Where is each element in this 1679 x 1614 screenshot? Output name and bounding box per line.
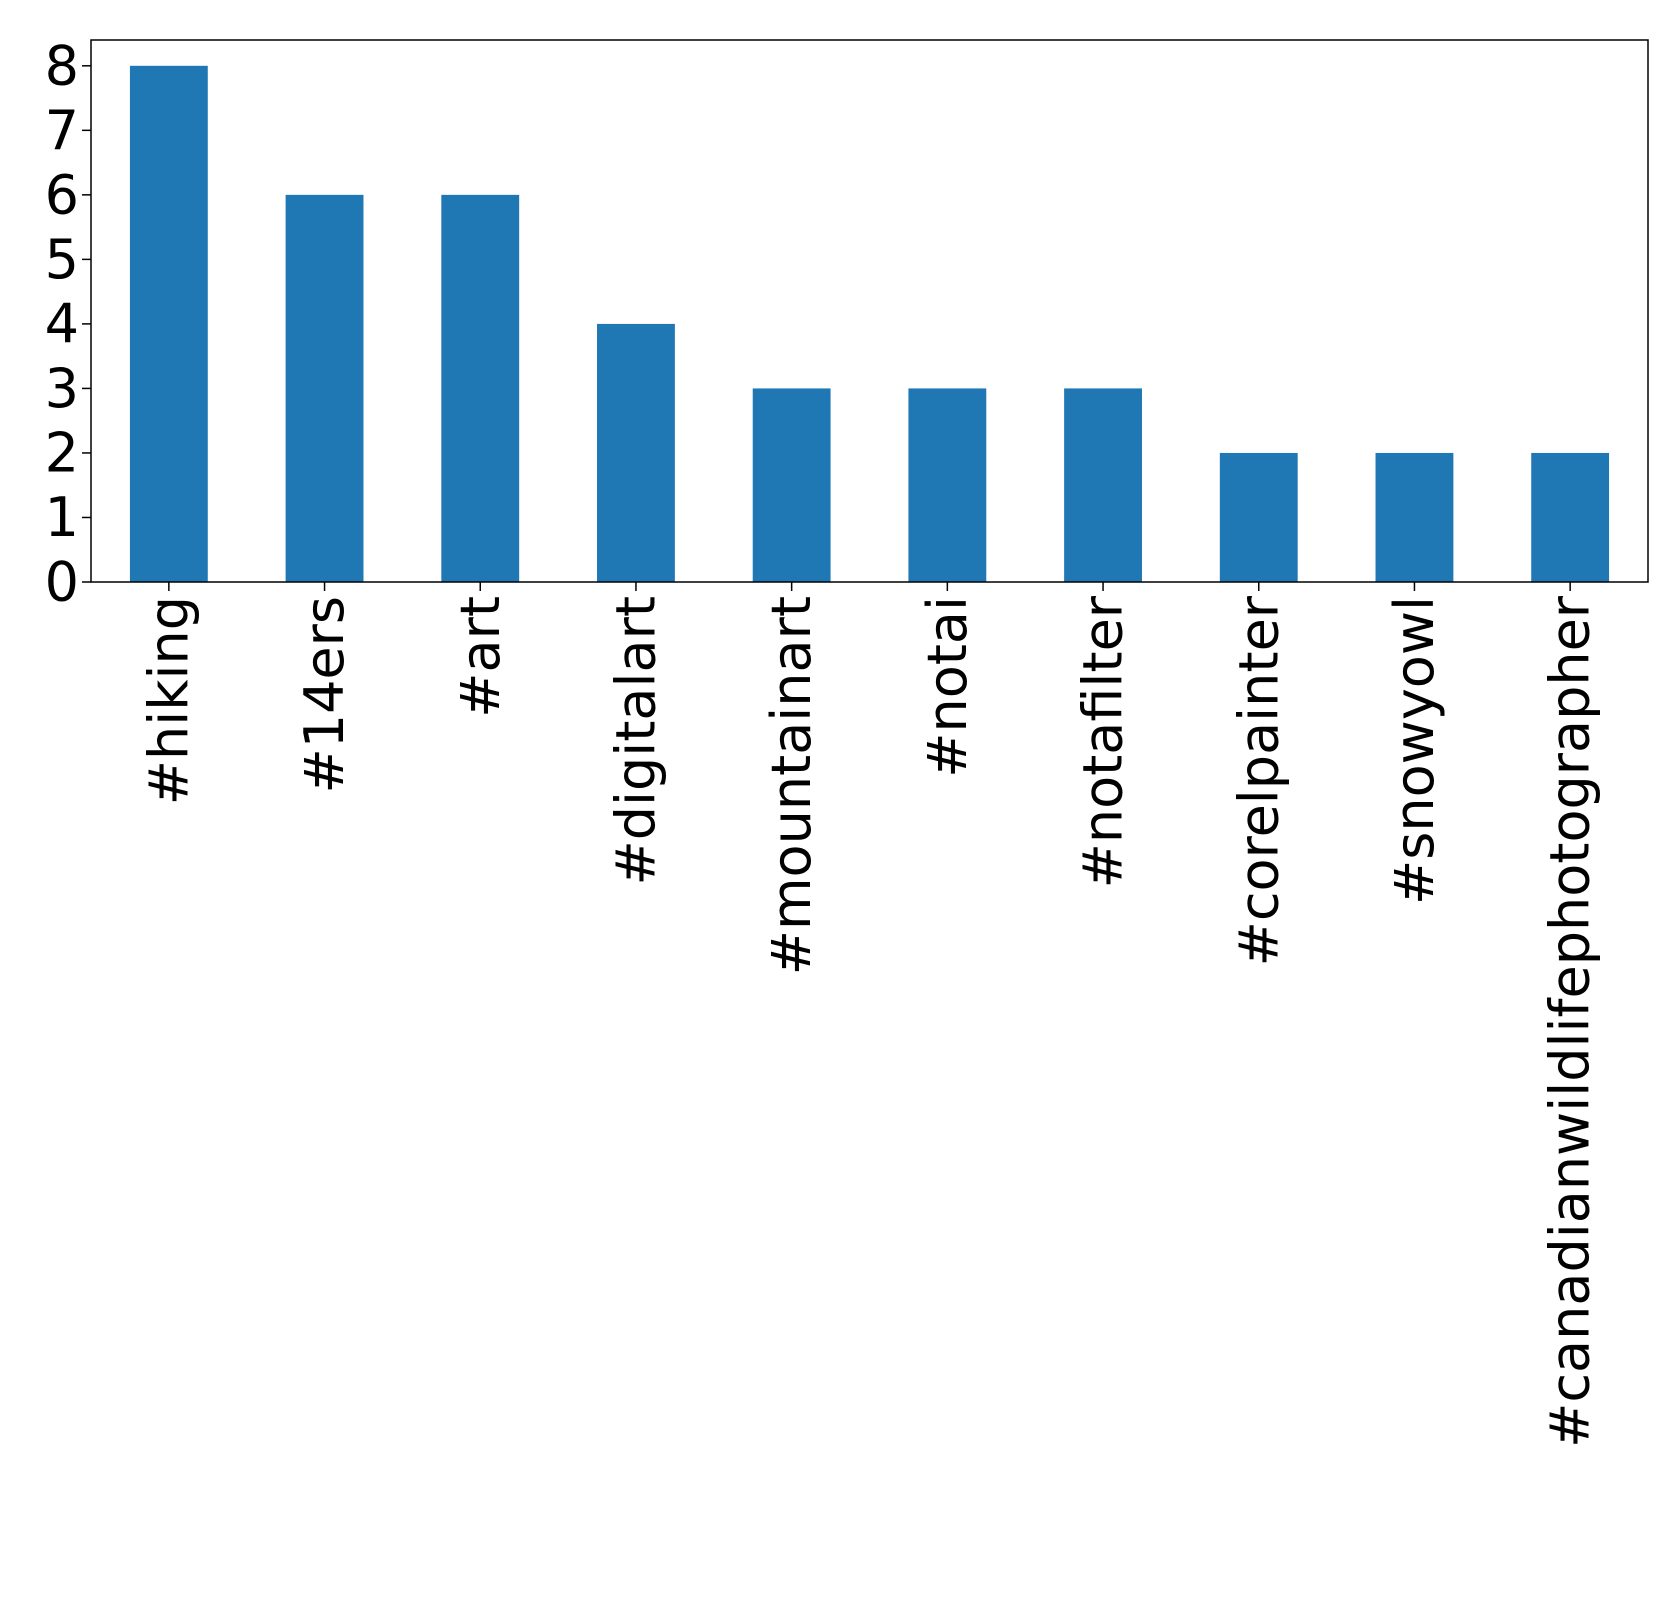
x-tick-label: #art bbox=[449, 596, 512, 718]
bars-group bbox=[129, 65, 1610, 583]
y-tick-label: 3 bbox=[45, 357, 79, 420]
x-tick-label: #mountainart bbox=[760, 596, 823, 975]
y-tick-label: 6 bbox=[45, 163, 79, 226]
y-tick-label: 8 bbox=[45, 34, 79, 97]
y-tick-label: 5 bbox=[45, 228, 79, 291]
y-tick-label: 4 bbox=[45, 292, 79, 355]
x-tick-label: #notai bbox=[916, 596, 979, 778]
x-tick-label: #snowyowl bbox=[1383, 596, 1446, 905]
y-tick-label: 0 bbox=[45, 551, 79, 614]
x-tick-label: #14ers bbox=[293, 596, 356, 794]
x-axis: #hiking #14ers #art #digitalart #mountainart… bbox=[137, 582, 1602, 1448]
x-tick-label: #canadianwildlifephotographer bbox=[1539, 595, 1602, 1448]
bar-14ers bbox=[285, 194, 364, 582]
bar-notafilter bbox=[1064, 388, 1142, 582]
y-tick-label: 7 bbox=[45, 99, 79, 162]
x-tick-label: #notafilter bbox=[1072, 595, 1135, 888]
bar-notai bbox=[908, 388, 987, 582]
bar-corelpainter bbox=[1219, 452, 1298, 582]
bar-art bbox=[441, 194, 520, 582]
bar-mountainart bbox=[752, 388, 831, 582]
bar-canadianwildlifephotographer bbox=[1531, 452, 1610, 582]
y-tick-label: 1 bbox=[45, 486, 79, 549]
x-tick-label: #hiking bbox=[137, 596, 200, 805]
y-tick-label: 2 bbox=[45, 421, 79, 484]
plot-frame bbox=[90, 39, 1649, 583]
bar-hiking bbox=[129, 65, 208, 583]
x-tick-label: #corelpainter bbox=[1227, 595, 1290, 966]
x-tick-label: #digitalart bbox=[604, 596, 667, 886]
bar-snowyowl bbox=[1375, 452, 1454, 582]
bar-digitalart bbox=[597, 323, 675, 582]
